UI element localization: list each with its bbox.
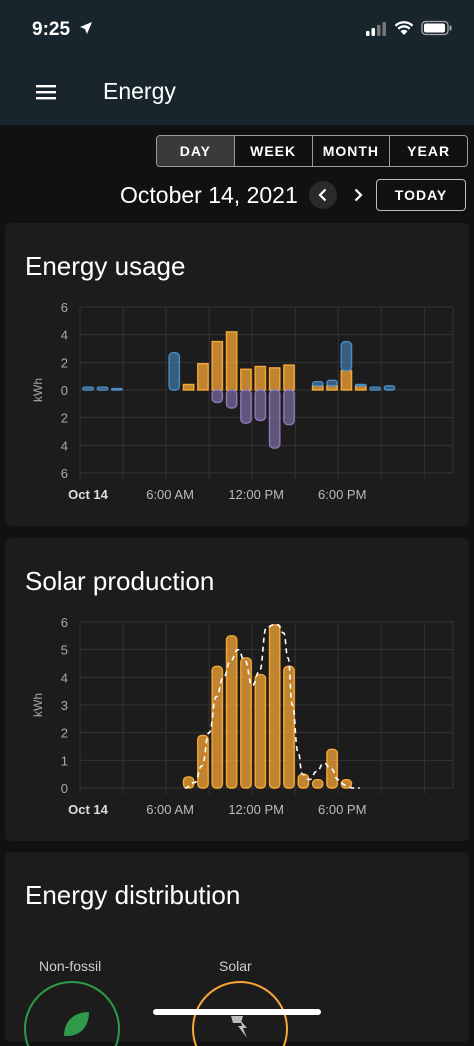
solar-bar [225, 331, 238, 391]
y-tick-label: 0 [61, 781, 68, 796]
return-to-grid-bar [211, 389, 224, 404]
solar-production-title: Solar production [25, 566, 215, 596]
x-tick-label: 12:00 PM [228, 487, 284, 502]
y-tick-label: 6 [61, 300, 68, 315]
energy-usage-card: Energy usage 6 4 2 0 2 4 6 kWh Oct 14 6:00 AM 12:0… [5, 223, 469, 526]
solar-bar [268, 367, 281, 391]
solar-production-bar [297, 773, 310, 789]
grid-consumption-bar [383, 385, 396, 391]
solar-label: Solar [219, 958, 252, 974]
y-tick-label: 6 [61, 615, 68, 630]
y-tick-label: 2 [61, 355, 68, 370]
return-to-grid-bar [240, 389, 252, 424]
solar-production-bar [197, 734, 209, 789]
x-tick-label: Oct 14 [68, 802, 109, 817]
solar-bar [182, 383, 195, 391]
y-tick-label: 2 [61, 726, 68, 741]
x-tick-label: 6:00 PM [318, 487, 366, 502]
energy-distribution-title: Energy distribution [25, 880, 241, 910]
solar-production-card: Solar production 6 5 4 3 2 1 0 kWh Oct 14 6:00 AM… [5, 538, 469, 841]
solar-production-bar [340, 778, 353, 789]
status-bar: 9:25 [0, 0, 474, 60]
next-day-button[interactable] [344, 181, 372, 209]
forecast-line [184, 623, 360, 789]
grid-consumption-bar [369, 386, 381, 391]
leaf-icon [64, 1012, 89, 1036]
return-to-grid-bar [225, 389, 238, 409]
solar-bar [240, 368, 252, 391]
solar-production-bar [283, 665, 295, 789]
previous-day-button[interactable] [309, 181, 337, 209]
solar-bar [254, 365, 267, 391]
page-title: Energy [103, 78, 176, 104]
energy-usage-chart: 6 4 2 0 2 4 6 kWh Oct 14 6:00 AM 12:00 PM 6:00 PM [31, 300, 454, 502]
solar-production-bar [225, 635, 238, 789]
solar-bar [283, 364, 295, 391]
x-tick-label: 6:00 PM [318, 802, 366, 817]
solar-production-bar [311, 778, 324, 789]
solar-production-chart: 6 5 4 3 2 1 0 kWh Oct 14 6:00 AM 12:00 PM 6:00 PM [31, 615, 454, 817]
solar-bar [211, 340, 224, 391]
y-tick-label: 2 [61, 411, 68, 426]
y-tick-label: 4 [61, 328, 68, 343]
solar-power-icon [231, 1016, 247, 1038]
return-to-grid-bar [268, 389, 281, 449]
solar-bar [197, 363, 209, 391]
x-tick-label: 12:00 PM [228, 802, 284, 817]
solar-production-bar [211, 665, 224, 789]
solar-production-bar [326, 748, 338, 789]
y-axis-label: kWh [31, 693, 45, 717]
y-tick-label: 5 [61, 643, 68, 658]
home-indicator [153, 1009, 321, 1015]
y-tick-label: 0 [61, 383, 68, 398]
app-bar: Energy [0, 60, 474, 125]
tab-year[interactable]: YEAR [407, 143, 451, 159]
non-fossil-node[interactable] [19, 976, 129, 1046]
x-tick-label: 6:00 AM [146, 487, 194, 502]
current-date: October 14, 2021 [120, 182, 298, 208]
wifi-icon [394, 21, 414, 35]
grid-consumption-bar [326, 379, 338, 387]
grid-consumption-bar [168, 351, 181, 391]
y-tick-label: 3 [61, 698, 68, 713]
solar-bar [340, 369, 353, 391]
cellular-signal-icon [366, 22, 386, 36]
tab-month[interactable]: MONTH [313, 136, 391, 166]
grid-consumption-bar [340, 340, 353, 372]
chevron-left-icon [318, 188, 327, 202]
battery-icon [421, 20, 452, 36]
grid-consumption-bar [111, 387, 123, 391]
y-tick-label: 6 [61, 466, 68, 481]
y-axis-label: kWh [31, 378, 45, 402]
tab-week[interactable]: WEEK [235, 136, 313, 166]
solar-production-bar [254, 673, 267, 789]
y-tick-label: 4 [61, 438, 68, 453]
location-arrow-icon [80, 22, 92, 34]
x-tick-label: Oct 14 [68, 487, 109, 502]
chevron-right-icon [354, 188, 363, 202]
y-tick-label: 4 [61, 670, 68, 685]
grid-consumption-bar [354, 383, 367, 387]
non-fossil-label: Non-fossil [39, 958, 102, 974]
return-to-grid-bar [254, 389, 267, 422]
y-tick-label: 1 [61, 753, 68, 768]
x-tick-label: 6:00 AM [146, 802, 194, 817]
energy-usage-title: Energy usage [25, 251, 186, 281]
grid-consumption-bar [311, 380, 324, 387]
period-toggle: DAY WEEK MONTH YEAR [156, 135, 468, 167]
grid-consumption-bar [82, 386, 95, 391]
tab-day[interactable]: DAY [157, 136, 235, 166]
solar-production-bar [240, 657, 252, 789]
hamburger-menu-icon[interactable] [30, 80, 60, 104]
status-time: 9:25 [32, 19, 71, 40]
today-button[interactable]: TODAY [376, 179, 466, 211]
solar-production-bar [268, 624, 281, 789]
return-to-grid-bar [283, 389, 295, 426]
grid-consumption-bar [96, 386, 109, 391]
